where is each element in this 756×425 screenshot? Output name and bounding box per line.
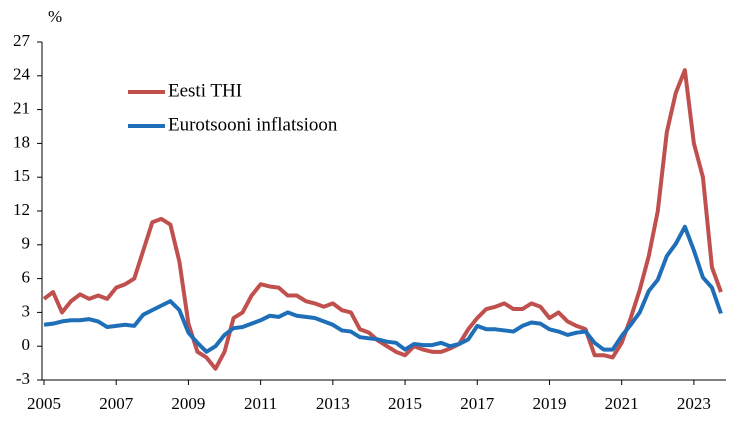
x-tick-label: 2023 bbox=[677, 394, 711, 413]
x-tick-label: 2015 bbox=[388, 394, 422, 413]
y-tick-label: 3 bbox=[22, 301, 31, 320]
y-tick-label: 24 bbox=[13, 65, 31, 84]
x-tick-label: 2005 bbox=[27, 394, 61, 413]
x-tick-label: 2021 bbox=[605, 394, 639, 413]
y-tick-label: 12 bbox=[13, 200, 30, 219]
y-tick-label: 15 bbox=[13, 166, 30, 185]
series-line bbox=[42, 68, 723, 371]
legend-label: Eesti THI bbox=[168, 80, 242, 101]
x-tick-label: 2011 bbox=[244, 394, 277, 413]
x-tick-label: 2017 bbox=[460, 394, 495, 413]
x-tick-label: 2019 bbox=[532, 394, 566, 413]
x-tick-label: 2007 bbox=[99, 394, 134, 413]
y-tick-label: 6 bbox=[22, 268, 31, 287]
y-tick-label: 18 bbox=[13, 132, 30, 151]
y-tick-label: 27 bbox=[13, 31, 31, 50]
series-line bbox=[43, 224, 723, 354]
y-tick-label: 9 bbox=[22, 234, 31, 253]
y-tick-label: -3 bbox=[16, 369, 30, 388]
y-tick-label: 0 bbox=[22, 335, 31, 354]
x-tick-label: 2009 bbox=[171, 394, 205, 413]
legend-label: Eurotsooni inflatsioon bbox=[168, 114, 338, 135]
y-unit: % bbox=[48, 7, 62, 26]
y-tick-label: 21 bbox=[13, 99, 30, 118]
x-tick-label: 2013 bbox=[316, 394, 350, 413]
